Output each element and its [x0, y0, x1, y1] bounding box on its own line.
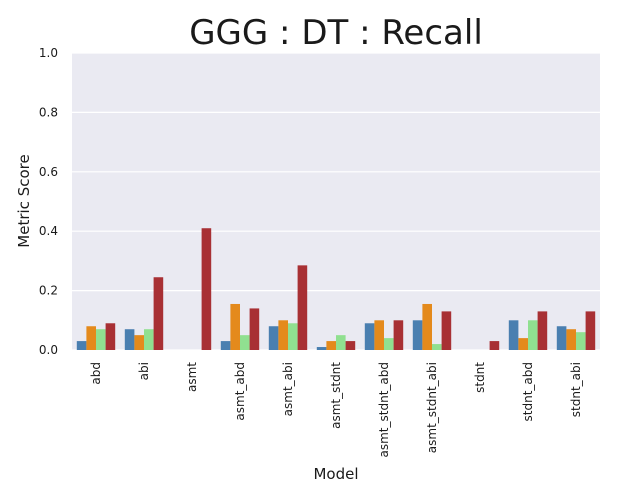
bar	[508, 320, 519, 350]
y-axis-label: Metric Score	[15, 154, 33, 247]
bars	[76, 228, 596, 350]
bar	[364, 323, 375, 350]
x-tick-label: asmt_stdnt_abd	[377, 362, 391, 457]
bar	[96, 329, 106, 350]
x-tick-label: asmt_abd	[233, 362, 247, 421]
bar	[566, 329, 576, 350]
bar	[86, 326, 96, 350]
y-tick-label: 0.4	[39, 224, 58, 238]
bar	[585, 311, 596, 350]
bar	[374, 320, 384, 350]
bar	[230, 303, 240, 350]
y-tick-label: 0.8	[39, 105, 58, 119]
bar	[297, 265, 308, 350]
x-tick-label: stdnt_abi	[569, 362, 583, 417]
x-tick-label: abi	[137, 362, 151, 380]
bar	[288, 323, 298, 350]
bar	[528, 320, 538, 350]
x-axis-label: Model	[313, 465, 358, 483]
bar	[576, 332, 586, 350]
x-tick-label: abd	[89, 362, 103, 385]
x-tick-label: asmt	[185, 362, 199, 392]
bar	[336, 335, 346, 350]
bar	[240, 335, 250, 350]
bar	[441, 311, 452, 350]
bar	[384, 338, 394, 350]
y-tick-label: 0.0	[39, 343, 58, 357]
x-tick-label: asmt_stdnt	[329, 362, 343, 429]
bar	[537, 311, 548, 350]
bar	[393, 320, 404, 350]
bar	[144, 329, 154, 350]
bar	[220, 341, 231, 350]
x-tick-label: stdnt_abd	[521, 362, 535, 421]
bar	[105, 323, 116, 350]
bar	[489, 341, 500, 350]
bar	[201, 228, 212, 350]
bar	[556, 326, 567, 350]
bar	[124, 329, 135, 350]
y-tick-label: 0.2	[39, 284, 58, 298]
bar	[412, 320, 423, 350]
plot-area	[72, 53, 600, 350]
bar	[326, 341, 336, 350]
bar	[432, 344, 442, 350]
bar	[345, 341, 356, 350]
x-tick-labels: abd abi asmt asmt_abd asmt_abi asmt_stdnt asmt…	[89, 362, 583, 458]
bar	[518, 338, 528, 350]
y-tick-label: 1.0	[39, 46, 58, 60]
y-tick-labels: 0.0 0.2 0.4 0.6 0.8 1.0	[39, 46, 58, 357]
bar	[76, 341, 87, 350]
chart-title: GGG : DT : Recall	[189, 13, 483, 53]
x-tick-label: asmt_stdnt_abi	[425, 362, 439, 453]
bar	[422, 303, 432, 350]
y-tick-label: 0.6	[39, 165, 58, 179]
bar	[316, 347, 327, 350]
bar	[249, 308, 260, 350]
bar	[153, 277, 164, 350]
x-tick-label: asmt_abi	[281, 362, 295, 416]
bar	[134, 335, 144, 350]
bar	[278, 320, 288, 350]
bar	[268, 326, 279, 350]
x-tick-label: stdnt	[473, 362, 487, 393]
